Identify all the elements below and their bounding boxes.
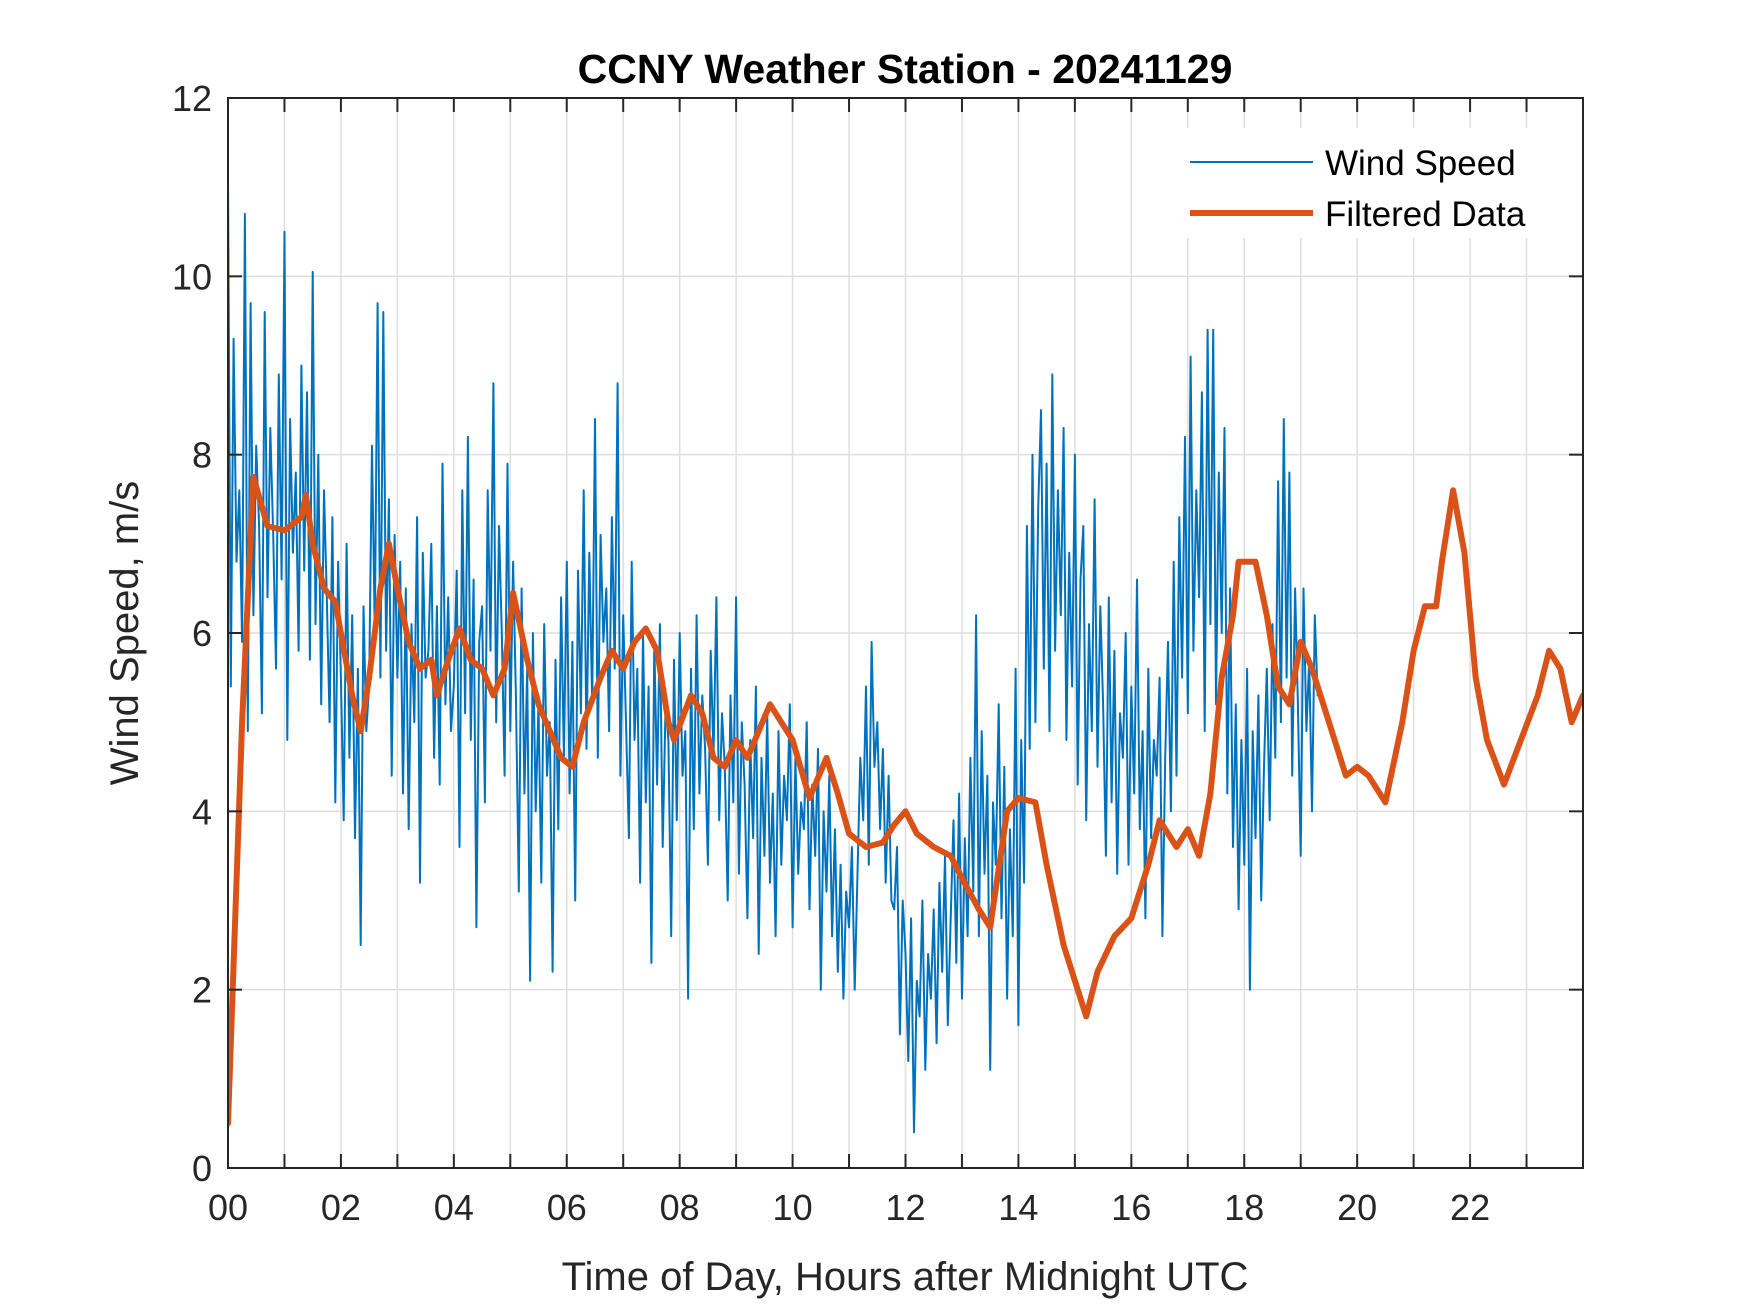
x-tick-label: 06 xyxy=(547,1187,587,1228)
x-tick-label: 12 xyxy=(885,1187,925,1228)
x-tick-label: 08 xyxy=(660,1187,700,1228)
x-tick-label: 18 xyxy=(1224,1187,1264,1228)
y-axis-label: Wind Speed, m/s xyxy=(103,481,147,786)
x-axis-label: Time of Day, Hours after Midnight UTC xyxy=(562,1255,1249,1299)
y-tick-label: 2 xyxy=(192,970,212,1011)
axes-box xyxy=(227,97,1584,1169)
x-tick-label: 00 xyxy=(208,1187,248,1228)
x-tick-label: 22 xyxy=(1450,1187,1490,1228)
y-tick-label: 6 xyxy=(192,613,212,654)
y-tick-label: 0 xyxy=(192,1148,212,1189)
series-layer xyxy=(228,177,1583,1134)
legend-label-filtered-data: Filtered Data xyxy=(1325,195,1526,234)
x-tick-label: 14 xyxy=(998,1187,1038,1228)
x-tick-label: 02 xyxy=(321,1187,361,1228)
x-tick-label: 16 xyxy=(1111,1187,1151,1228)
legend: Wind Speed Filtered Data xyxy=(1180,128,1560,238)
y-tick-label: 10 xyxy=(172,256,212,297)
x-tick-labels: 00 02 04 06 08 10 12 14 16 18 20 22 xyxy=(208,1187,1490,1228)
series-line-filtered-data xyxy=(228,474,1583,1127)
series-line-wind-speed xyxy=(228,177,1319,1134)
y-tick-labels: 0 2 4 6 8 10 12 xyxy=(172,78,212,1189)
legend-label-wind-speed: Wind Speed xyxy=(1325,144,1516,183)
y-tick-label: 8 xyxy=(192,435,212,476)
chart-title: CCNY Weather Station - 20241129 xyxy=(578,46,1233,92)
y-tick-label: 4 xyxy=(192,791,212,832)
x-tick-label: 10 xyxy=(773,1187,813,1228)
x-tick-label: 20 xyxy=(1337,1187,1377,1228)
legend-box xyxy=(1180,128,1560,238)
y-tick-label: 12 xyxy=(172,78,212,119)
x-tick-label: 04 xyxy=(434,1187,474,1228)
